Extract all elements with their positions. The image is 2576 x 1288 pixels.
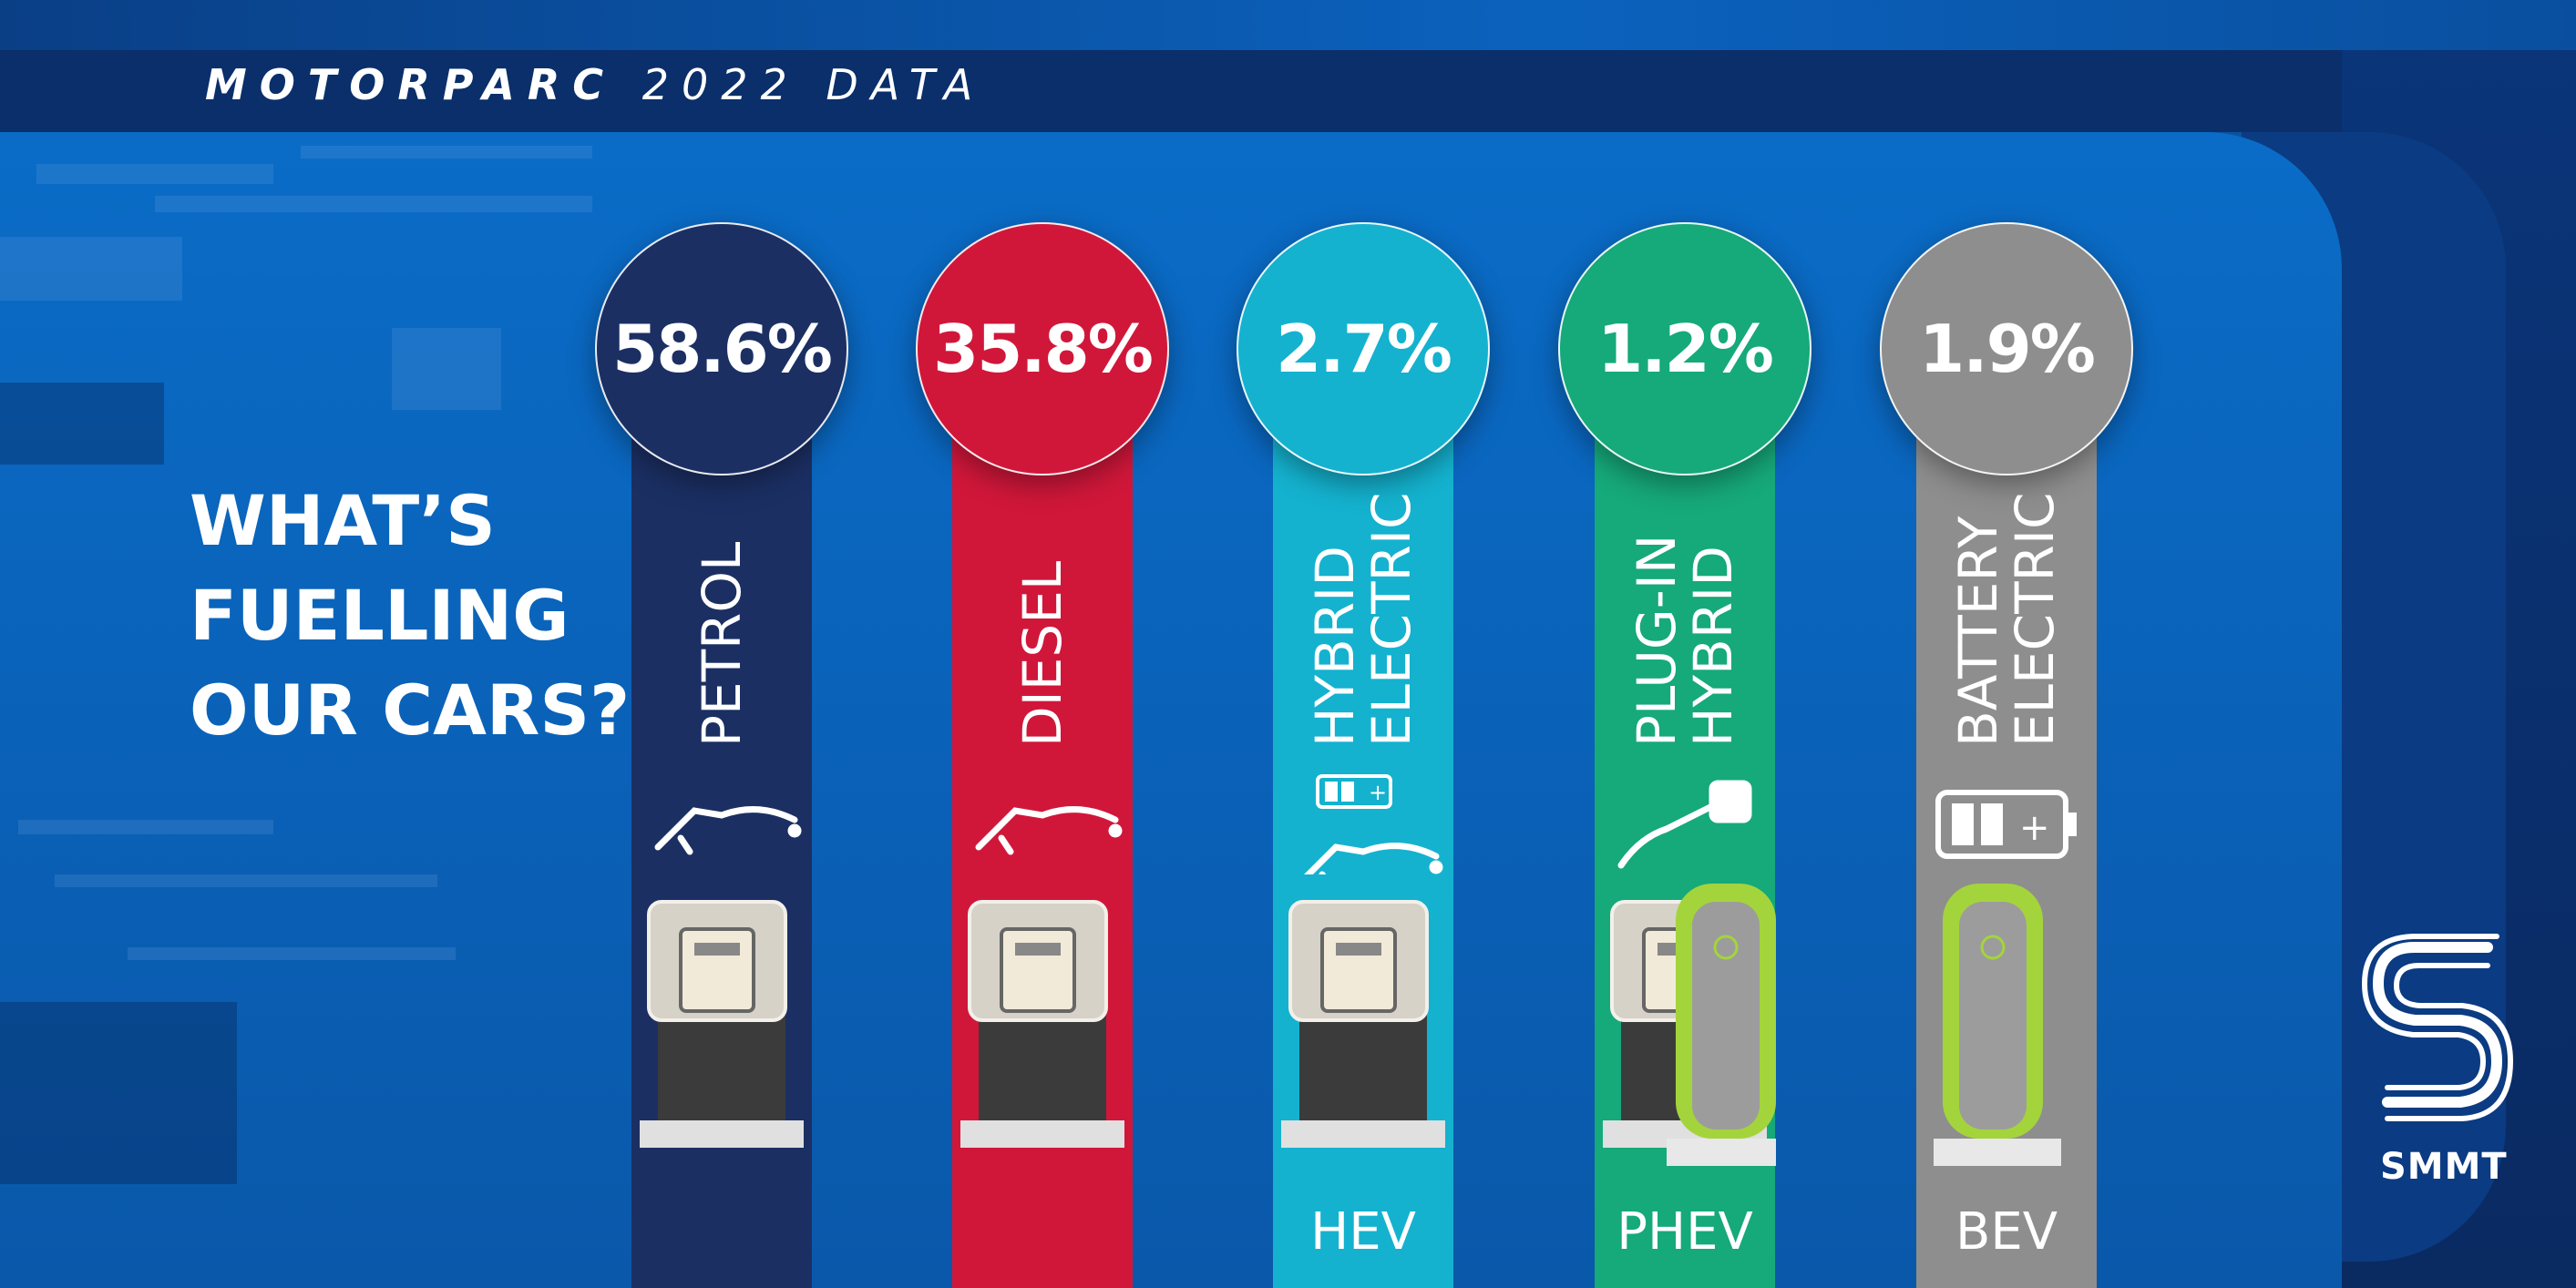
category-label-line: PLUG-IN xyxy=(1626,534,1688,747)
title-light: 2022 DATA xyxy=(641,60,986,109)
svg-text:+: + xyxy=(2019,807,2050,849)
category-abbreviation: BEV xyxy=(1955,1202,2058,1262)
category-abbreviation: HEV xyxy=(1310,1202,1416,1262)
decor-stripe xyxy=(18,820,273,834)
category-label: BATTERY ELECTRIC xyxy=(1947,492,2066,747)
category-label-line: HYBRID xyxy=(1304,546,1366,747)
chart-title: MOTORPARC 2022 DATA xyxy=(205,60,985,109)
battery-icon: + xyxy=(1935,790,2077,859)
headline-line: OUR CARS? xyxy=(190,670,631,751)
header-band xyxy=(0,50,2576,132)
fuel-nozzle-icon xyxy=(975,806,1123,855)
decor-stripe xyxy=(392,328,501,410)
fuel-pump-illustration xyxy=(1934,884,2061,1166)
decor-stripe xyxy=(55,874,437,887)
headline: WHAT’S FUELLING OUR CARS? xyxy=(190,474,630,758)
category-label: PLUG-IN HYBRID xyxy=(1626,534,1744,747)
fuel-pump-illustration xyxy=(640,900,804,1148)
value-circle: 1.2% xyxy=(1558,222,1811,475)
fuel-pump-illustration xyxy=(1603,884,1776,1166)
decor-block xyxy=(0,1002,237,1184)
decor-stripe xyxy=(155,196,592,212)
charging-plug-icon xyxy=(1617,780,1752,869)
category-abbreviation: PHEV xyxy=(1616,1202,1753,1262)
title-bold: MOTORPARC xyxy=(205,60,617,109)
decor-stripe xyxy=(301,146,592,158)
value-circle: 1.9% xyxy=(1880,222,2133,475)
fuel-pump-illustration xyxy=(960,900,1124,1148)
category-label-line: ELECTRIC xyxy=(2004,492,2066,747)
fuel-nozzle-icon xyxy=(654,806,802,855)
top-strip xyxy=(0,0,2576,50)
value-circle: 35.8% xyxy=(916,222,1169,475)
category-label: DIESEL xyxy=(1011,560,1073,747)
fuel-pump-illustration xyxy=(1281,900,1445,1148)
logo-text: SMMT xyxy=(2380,1146,2508,1188)
headline-line: FUELLING xyxy=(190,575,570,656)
category-label-line: BATTERY xyxy=(1947,516,2009,747)
value-circle: 2.7% xyxy=(1237,222,1490,475)
decor-stripe xyxy=(128,947,456,960)
category-label-line: DIESEL xyxy=(1011,560,1073,747)
headline-line: WHAT’S xyxy=(190,480,496,561)
category-label-line: HYBRID xyxy=(1682,546,1744,747)
category-label-line: PETROL xyxy=(691,541,753,747)
battery-nozzle-icon: + xyxy=(1304,774,1443,874)
svg-text:+: + xyxy=(1369,780,1387,805)
decor-stripe xyxy=(0,237,182,301)
category-label-line: ELECTRIC xyxy=(1360,492,1422,747)
category-label: PETROL xyxy=(691,541,753,747)
value-circle: 58.6% xyxy=(595,222,848,475)
decor-stripe xyxy=(36,164,273,184)
category-label: HYBRID ELECTRIC xyxy=(1304,492,1422,747)
decor-block xyxy=(0,383,164,465)
smmt-logo-icon xyxy=(2361,934,2514,1121)
